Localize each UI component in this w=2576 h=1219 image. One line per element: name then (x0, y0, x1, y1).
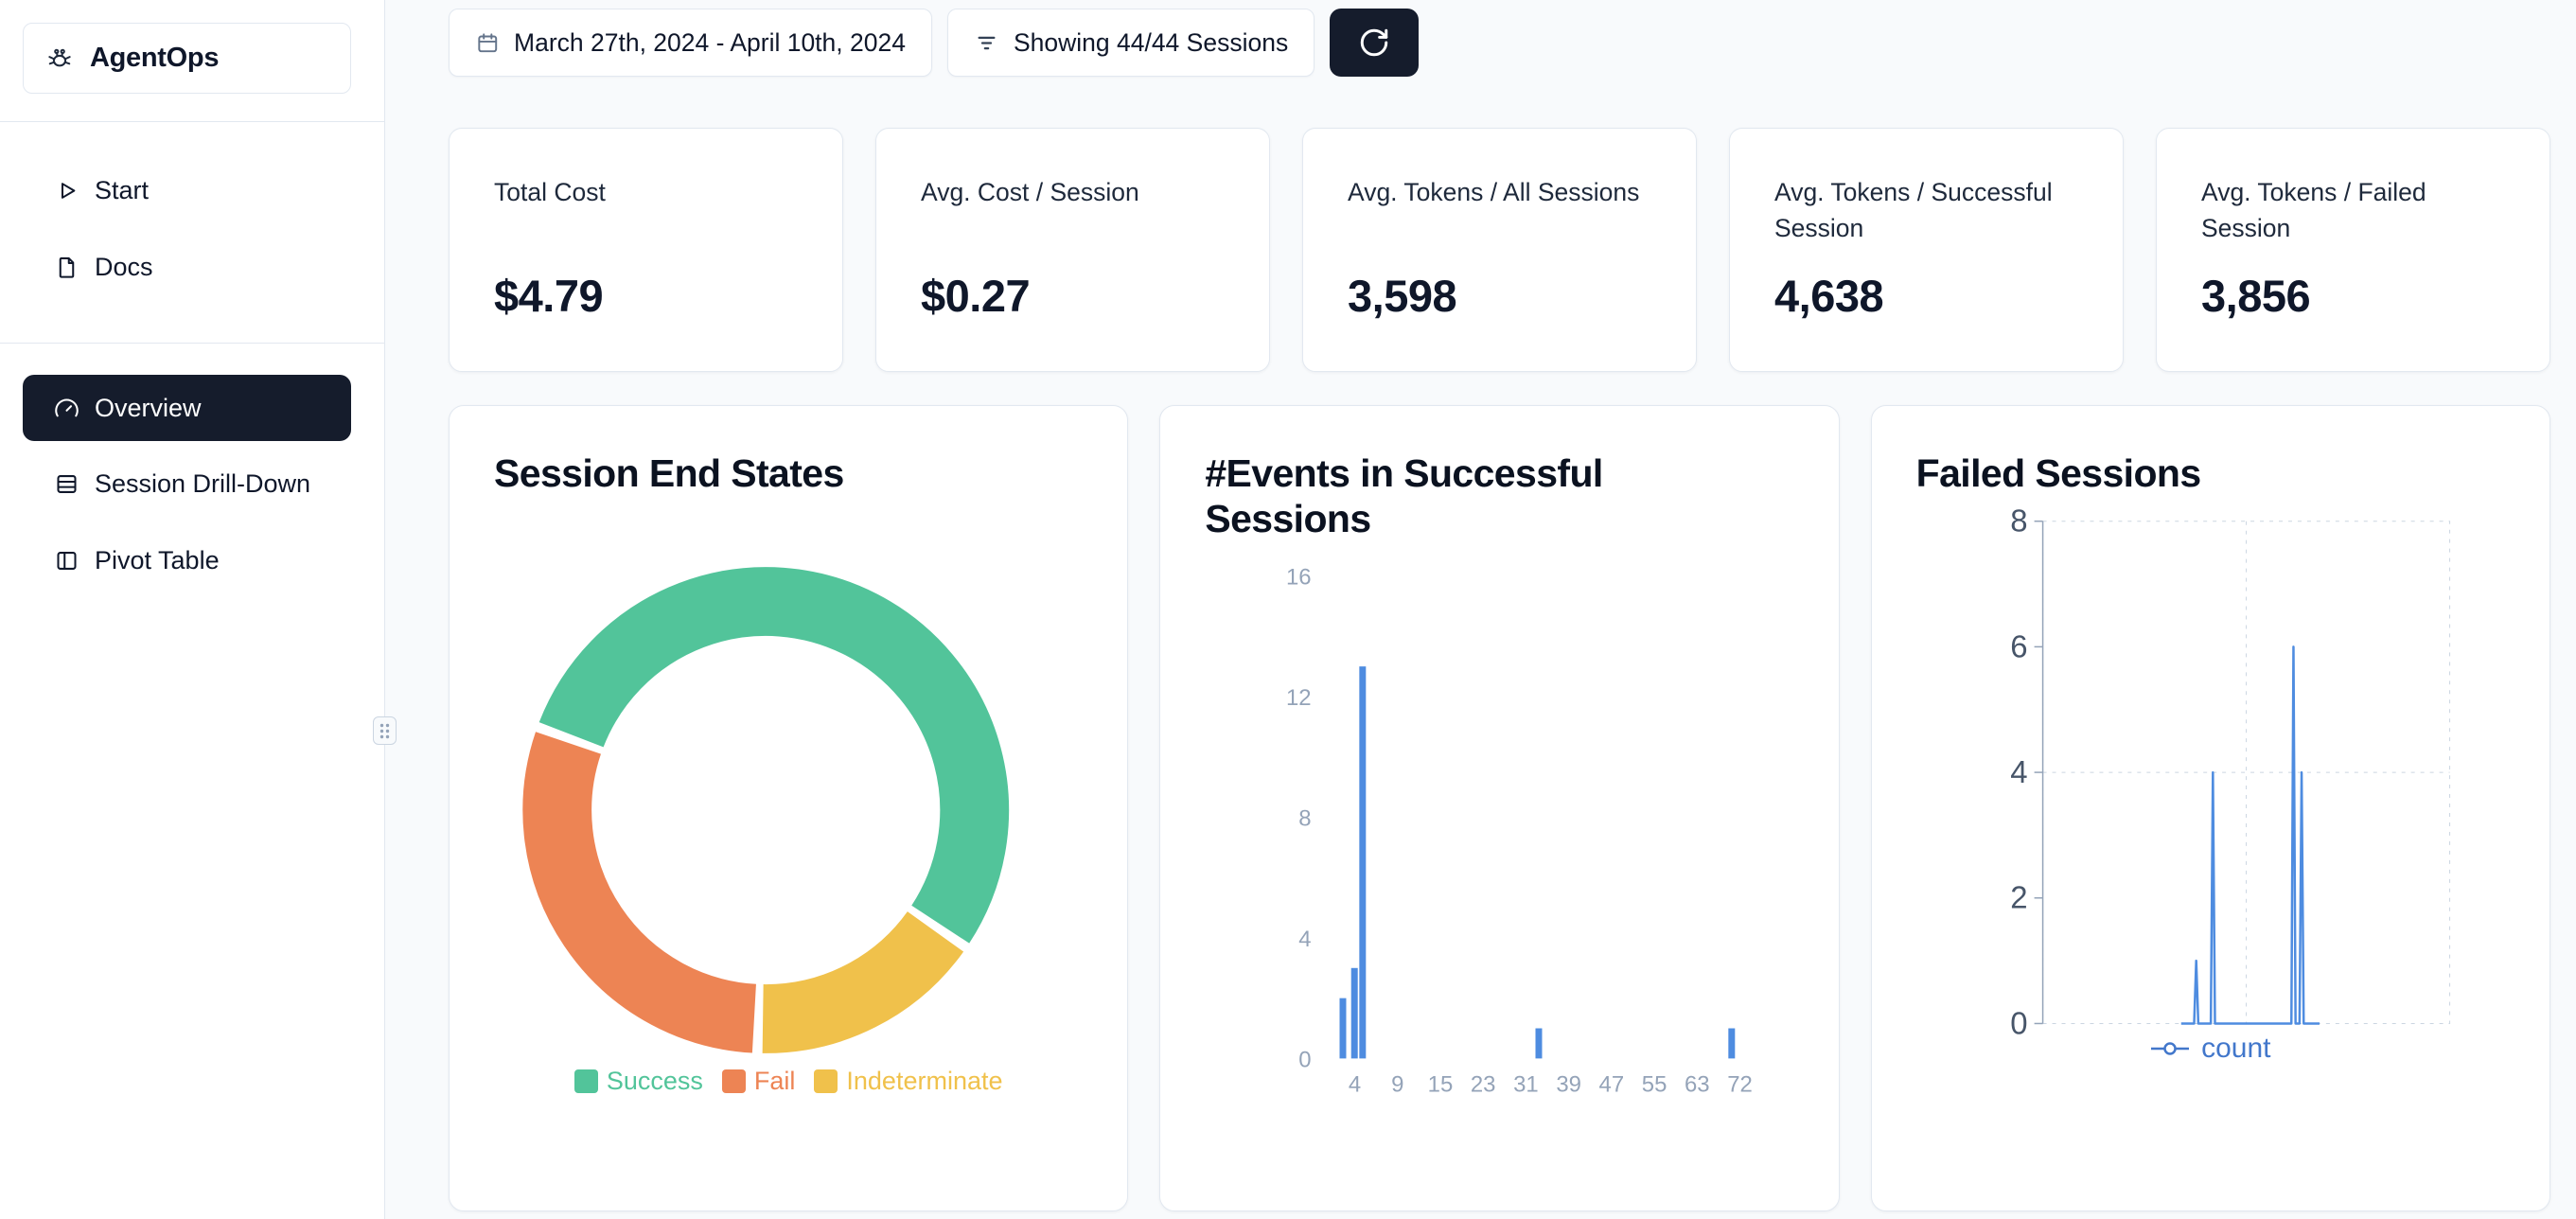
stat-card-avg-tokens-all: Avg. Tokens / All Sessions 3,598 (1302, 128, 1697, 372)
svg-text:23: 23 (1471, 1071, 1496, 1097)
stat-card-avg-tokens-failed: Avg. Tokens / Failed Session 3,856 (2156, 128, 2550, 372)
svg-text:4: 4 (2010, 754, 2027, 789)
stat-value: $4.79 (494, 271, 604, 321)
svg-text:4: 4 (1349, 1071, 1361, 1097)
svg-text:2: 2 (2010, 880, 2027, 915)
sidebar-item-start[interactable]: Start (23, 154, 351, 226)
app-logo[interactable]: AgentOps (23, 23, 351, 94)
chart-title: Failed Sessions (1915, 451, 2202, 495)
stat-label: Avg. Tokens / Successful Session (1774, 178, 2053, 242)
failed-sessions-line-chart: 0 2 4 6 8 (2010, 504, 2450, 1040)
stat-value: $0.27 (921, 271, 1031, 321)
donut-legend: Success Fail Indeterminate (450, 1067, 1127, 1096)
svg-text:31: 31 (1513, 1071, 1539, 1097)
svg-text:47: 47 (1599, 1071, 1625, 1097)
stat-card-total-cost: Total Cost $4.79 (449, 128, 843, 372)
svg-text:9: 9 (1391, 1071, 1403, 1097)
refresh-icon (1358, 26, 1390, 59)
stat-value: 3,856 (2201, 271, 2311, 321)
svg-text:0: 0 (1299, 1047, 1312, 1072)
sidebar-item-docs[interactable]: Docs (23, 231, 351, 303)
legend-swatch (721, 1069, 746, 1093)
events-bar-chart: 0 4 8 12 16 4 9 15 23 31 39 47 55 63 72 (1286, 565, 1754, 1098)
stats-row: Total Cost $4.79 Avg. Cost / Session $0.… (449, 128, 2550, 372)
chart-title: Session End States (494, 451, 844, 495)
svg-text:8: 8 (1299, 805, 1312, 831)
legend-label: count (2201, 1033, 2271, 1064)
stat-label: Avg. Cost / Session (921, 178, 1139, 206)
agentops-logo-icon (44, 44, 75, 74)
count-legend[interactable]: count (1872, 1033, 2550, 1065)
sidebar-nav-main: Overview Session Drill-Down Pivot Table (0, 343, 384, 596)
sidebar-item-overview[interactable]: Overview (23, 375, 351, 441)
rows-icon (54, 471, 79, 497)
table-icon (54, 548, 79, 574)
sidebar-item-session-drill-down[interactable]: Session Drill-Down (23, 448, 351, 520)
sidebar-item-label: Start (95, 175, 150, 204)
sessions-filter-label: Showing 44/44 Sessions (1013, 27, 1289, 57)
sidebar-resize-handle[interactable] (373, 716, 397, 745)
sidebar-item-label: Session Drill-Down (95, 468, 311, 498)
donut-chart (522, 567, 1010, 1053)
events-histogram-card: #Events in Successful Sessions 0 4 8 12 16 4 9… (1159, 405, 1840, 1211)
svg-text:15: 15 (1428, 1071, 1454, 1097)
stat-label: Total Cost (494, 178, 606, 206)
line-marker-icon (2150, 1041, 2190, 1056)
svg-text:39: 39 (1557, 1071, 1582, 1097)
failed-sessions-card: Failed Sessions 0 2 4 6 8 count (1870, 405, 2550, 1211)
stat-value: 4,638 (1774, 271, 1884, 321)
svg-text:72: 72 (1728, 1071, 1754, 1097)
refresh-button[interactable] (1330, 9, 1420, 77)
svg-text:0: 0 (2010, 1005, 2027, 1040)
stat-card-avg-cost-session: Avg. Cost / Session $0.27 (875, 128, 1270, 372)
sidebar-nav-top: Start Docs (0, 121, 384, 343)
svg-text:4: 4 (1299, 927, 1312, 952)
sessions-filter-button[interactable]: Showing 44/44 Sessions (946, 9, 1315, 77)
chart-title: #Events in Successful Sessions (1205, 451, 1603, 540)
legend-item-success[interactable]: Success (573, 1067, 703, 1096)
app-title: AgentOps (90, 43, 220, 73)
toolbar: March 27th, 2024 - April 10th, 2024 Show… (449, 9, 2550, 77)
stat-label: Avg. Tokens / Failed Session (2201, 178, 2426, 242)
svg-text:8: 8 (2010, 504, 2027, 539)
session-end-states-card: Session End States Success Fail Indeterm… (449, 405, 1129, 1211)
sidebar-item-label: Docs (95, 252, 153, 281)
legend-item-fail[interactable]: Fail (721, 1067, 796, 1096)
legend-label: Indeterminate (846, 1067, 1003, 1095)
main-content: March 27th, 2024 - April 10th, 2024 Show… (385, 0, 2576, 1219)
svg-text:16: 16 (1286, 565, 1312, 591)
filter-icon (974, 30, 999, 56)
stat-value: 3,598 (1348, 271, 1457, 321)
gauge-icon (54, 396, 79, 421)
date-range-button[interactable]: March 27th, 2024 - April 10th, 2024 (449, 9, 932, 77)
date-range-label: March 27th, 2024 - April 10th, 2024 (514, 27, 906, 57)
legend-item-indeterminate[interactable]: Indeterminate (814, 1067, 1003, 1096)
svg-text:55: 55 (1642, 1071, 1667, 1097)
svg-text:6: 6 (2010, 628, 2027, 663)
sidebar-item-pivot-table[interactable]: Pivot Table (23, 524, 351, 596)
svg-text:12: 12 (1286, 685, 1312, 711)
stat-card-avg-tokens-successful: Avg. Tokens / Successful Session 4,638 (1729, 128, 2124, 372)
sidebar: AgentOps Start Docs (0, 0, 397, 1219)
legend-swatch (814, 1069, 838, 1093)
legend-swatch (573, 1069, 598, 1093)
charts-row: Session End States Success Fail Indeterm… (449, 405, 2550, 1211)
grip-dots-icon (379, 722, 391, 740)
sidebar-item-label: Pivot Table (95, 545, 220, 574)
legend-label: Success (606, 1067, 703, 1095)
play-icon (54, 178, 79, 203)
sidebar-item-label: Overview (95, 393, 202, 422)
stat-label: Avg. Tokens / All Sessions (1348, 178, 1640, 206)
docs-icon (54, 255, 79, 280)
legend-label: Fail (753, 1067, 796, 1095)
svg-text:63: 63 (1685, 1071, 1710, 1097)
calendar-icon (475, 30, 500, 55)
